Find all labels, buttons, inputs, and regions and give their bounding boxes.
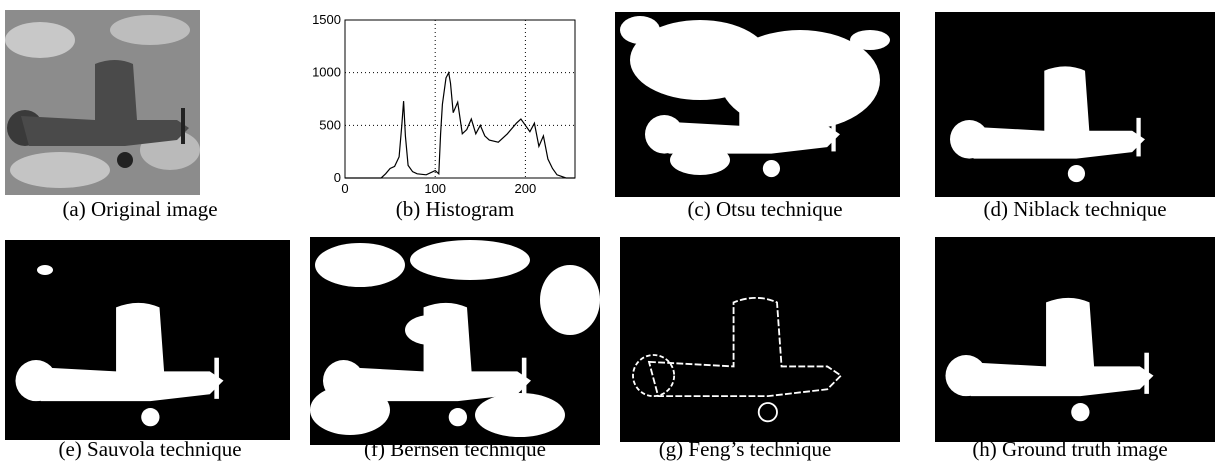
bernsen-image <box>310 237 600 445</box>
figure: 0 500 1000 1500 0 100 200 (a) Original image (b… <box>0 0 1226 466</box>
caption: (c) Otsu technique <box>687 197 842 221</box>
x-tick-label: 100 <box>424 181 446 196</box>
caption: (d) Niblack technique <box>983 197 1166 221</box>
niblack-image <box>935 12 1215 197</box>
ground-truth-image <box>935 237 1215 442</box>
histogram-line <box>345 73 575 178</box>
caption: (f) Bernsen technique <box>364 437 546 461</box>
caption: (g) Feng’s technique <box>659 437 832 461</box>
original-image <box>5 10 200 195</box>
y-tick-label: 1500 <box>312 12 341 27</box>
caption: (e) Sauvola technique <box>58 437 241 461</box>
plot-frame <box>345 20 575 178</box>
y-tick-label: 500 <box>319 117 341 132</box>
y-tick-label: 0 <box>334 170 341 185</box>
caption: (a) Original image <box>62 197 217 221</box>
sauvola-image <box>5 240 290 440</box>
y-tick-label: 1000 <box>312 65 341 80</box>
caption: (h) Ground truth image <box>972 437 1167 461</box>
x-tick-label: 200 <box>515 181 537 196</box>
histogram: 0 500 1000 1500 0 100 200 <box>312 12 575 196</box>
otsu-image <box>615 12 900 197</box>
caption: (b) Histogram <box>396 197 514 221</box>
x-tick-label: 0 <box>341 181 348 196</box>
feng-image <box>620 237 900 442</box>
